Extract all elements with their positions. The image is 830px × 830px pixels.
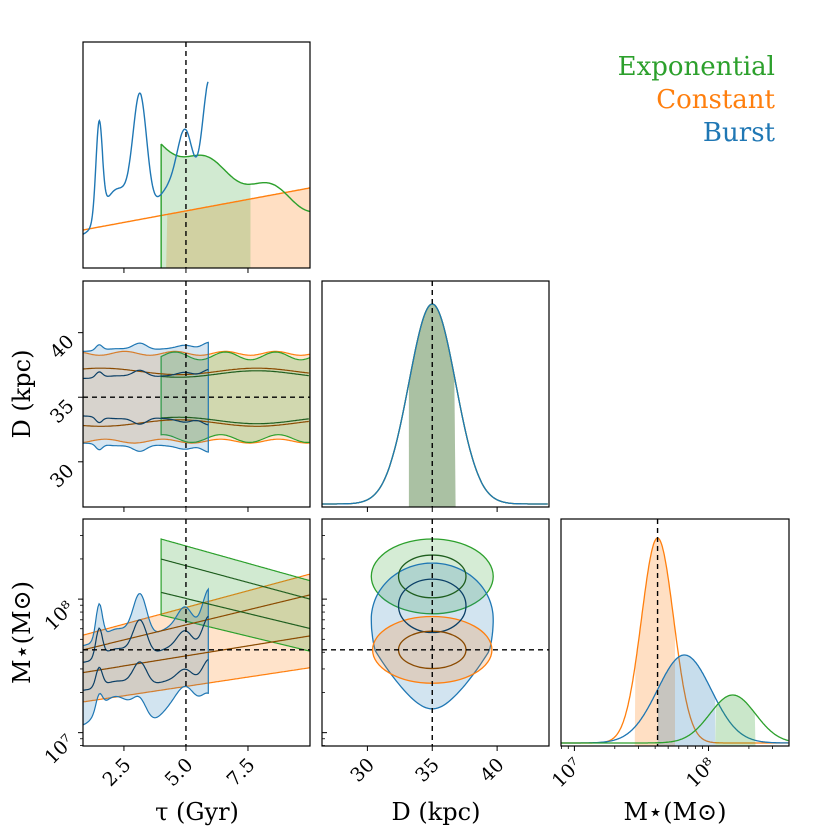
y-tick-label-logM: 10⁷: [40, 730, 78, 768]
x-tick-label-tau: 7.5: [223, 754, 260, 791]
y-axis-title-logM: M⋆(M⊙): [8, 581, 36, 684]
x-tick-label-D: 40: [476, 754, 509, 787]
legend-entry-exponential: Exponential: [618, 52, 775, 82]
constant-m-tau-68-low: [83, 635, 310, 674]
exponential-tau-hpd: [161, 144, 251, 268]
y-tick-label-D: 35: [46, 395, 79, 428]
panel-tau-marginal: [83, 81, 310, 268]
y-tick-label-D: 30: [46, 460, 79, 493]
burst-m-tau-95: [83, 587, 209, 726]
burst-m-tau-68-high: [83, 615, 209, 663]
panel-frame-2-2: [560, 518, 790, 751]
exponential-m-line: [561, 694, 789, 744]
x-tick-label-logM: 10⁸: [682, 754, 720, 792]
constant-m-tau-68-high: [83, 594, 310, 651]
burst-m-tau-68-low: [83, 659, 209, 691]
panel-m-vs-tau: [83, 538, 310, 726]
panel-frame-0-0: [82, 41, 311, 273]
constant-m-hpd: [634, 538, 675, 746]
exponential-d-tau-68-top: [161, 370, 309, 378]
x-tick-label-tau: 5.0: [161, 754, 198, 791]
exponential-m-tau-68-low: [160, 591, 310, 630]
legend-entry-burst: Burst: [703, 118, 776, 148]
frame: [82, 280, 311, 508]
x-axis-title-D: D (kpc): [392, 798, 481, 826]
exponential-d-tau-95: [160, 351, 310, 443]
burst-d-tau-68-top: [83, 368, 209, 380]
panel-frame-2-1: [321, 518, 550, 751]
burst-m-d-68: [397, 578, 467, 634]
panel-m-marginal: [561, 537, 789, 746]
panel-frame-1-0: [78, 280, 311, 512]
constant-d-hpd: [408, 304, 456, 507]
burst-m-hpd: [657, 655, 716, 746]
panel-frame-1-1: [321, 280, 550, 512]
exponential-d-hpd: [408, 304, 456, 507]
burst-d-tau-95: [83, 341, 209, 453]
legend-entry-constant: Constant: [656, 85, 775, 115]
x-tick-label-tau: 2.5: [99, 754, 136, 791]
x-axis-title-tau: τ (Gyr): [155, 798, 239, 826]
frame: [321, 518, 550, 747]
x-tick-label-D: 35: [411, 754, 444, 787]
frame: [321, 280, 550, 508]
y-tick-label-logM: 10⁸: [40, 597, 78, 635]
burst-tau-line: [83, 81, 209, 235]
exponential-m-tau-95: [160, 538, 310, 652]
x-axis-title-logM: M⋆(M⊙): [623, 798, 726, 826]
panel-frame-2-0: [78, 518, 311, 751]
burst-d-hpd: [408, 304, 456, 507]
frame: [560, 518, 790, 747]
constant-d-tau-95: [83, 350, 310, 444]
panel-d-marginal: [322, 303, 548, 507]
burst-d-tau-68-bottom: [83, 415, 209, 426]
frame: [82, 518, 311, 747]
y-tick-label-D: 40: [46, 331, 79, 364]
constant-m-tau-95: [83, 573, 310, 703]
exponential-tau-line: [160, 143, 310, 268]
frame: [82, 41, 311, 269]
panel-d-vs-tau: [83, 341, 310, 453]
y-axis-title-D: D (kpc): [8, 350, 36, 439]
burst-d-line: [322, 303, 548, 505]
exponential-m-hpd: [715, 695, 756, 746]
x-tick-label-logM: 10⁷: [548, 754, 586, 792]
x-tick-label-D: 30: [346, 754, 379, 787]
constant-tau-line: [83, 187, 310, 231]
